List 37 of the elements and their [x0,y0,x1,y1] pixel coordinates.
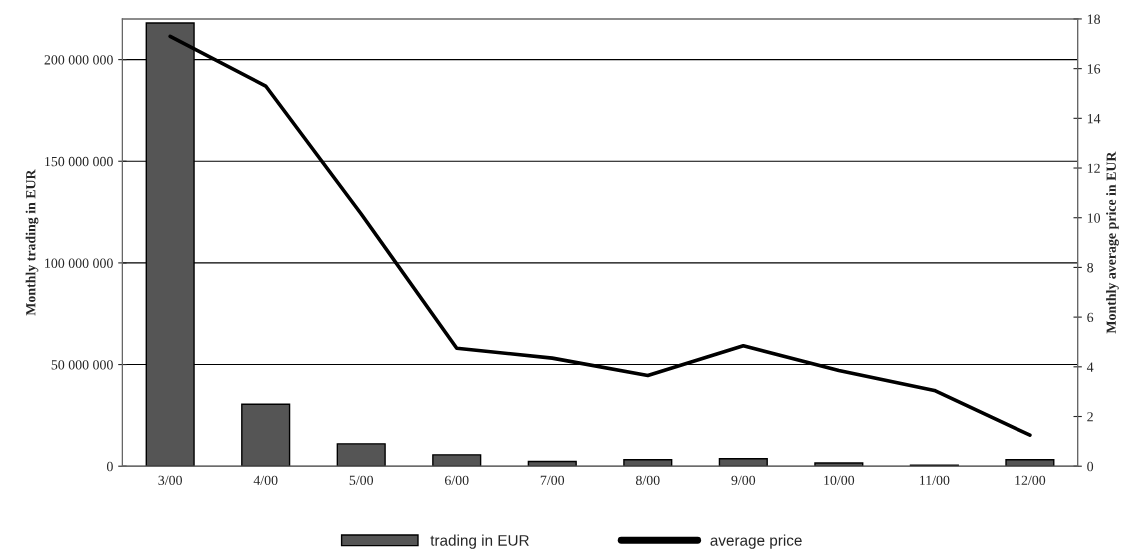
bar [432,454,482,467]
x-tick-label: 5/00 [349,475,374,486]
x-tick-label: 12/00 [1015,475,1046,486]
y2-tick-label: 2 [1087,412,1093,422]
y-tick-label: 150 000 000 [45,156,113,167]
x-tick-label: 3/00 [158,475,182,486]
x-tick-label: 7/00 [540,475,565,486]
bar [241,403,291,467]
y-tick-label: 100 000 000 [45,258,113,268]
y2-tick-label: 4 [1086,362,1094,372]
y2-tick-label: 18 [1087,14,1101,24]
y2-tick-label: 16 [1087,64,1101,74]
y2-tick-label: 8 [1087,263,1094,273]
y-axis-title: Monthly trading in EUR [25,169,39,316]
x-tick-label: 8/00 [635,475,660,486]
legend-label: average price [710,534,802,549]
x-tick-label: 11/00 [920,475,950,486]
legend-label: trading in EUR [430,534,529,549]
bar [527,460,577,467]
y2-tick-label: 10 [1087,213,1101,223]
y-tick-label: 0 [106,461,113,472]
bar [718,457,768,467]
bar [1005,459,1055,467]
x-tick-label: 9/00 [731,475,756,486]
y2-axis-title: Monthly average price in EUR [1106,151,1119,334]
y2-tick-label: 6 [1087,312,1094,323]
y2-tick-label: 0 [1087,461,1094,472]
y-tick-label: 50 000 000 [51,360,113,370]
x-tick-label: 6/00 [444,475,469,486]
y2-tick-label: 12 [1087,163,1100,173]
x-tick-label: 4/00 [253,475,278,486]
x-tick-label: 10/00 [824,475,855,486]
y-tick-label: 200 000 000 [44,55,113,65]
bar [336,443,386,467]
bar [623,459,673,467]
bar [814,462,864,467]
y2-tick-label: 14 [1087,113,1101,124]
